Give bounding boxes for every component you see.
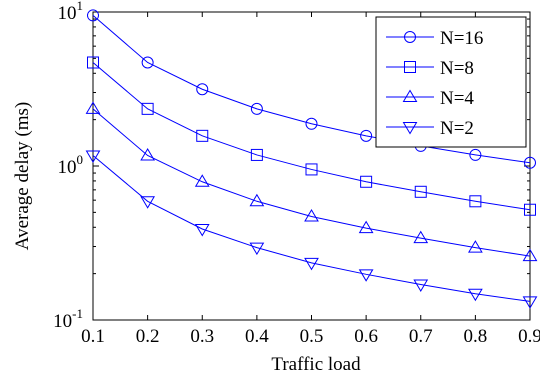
series-n-8 [87, 56, 536, 216]
legend-label: N=8 [440, 58, 474, 79]
plot-area: 0.1 0.2 0.3 0.4 0.5 0.6 0.7 0.8 0.9 10-1 100 101 N=1… [53, 0, 540, 347]
data-point [87, 56, 99, 69]
data-point [141, 102, 154, 115]
x-axis-label: Traffic load [271, 354, 361, 375]
data-point [413, 230, 429, 244]
series-line [92, 15, 531, 164]
legend-box [375, 16, 527, 148]
x-tick-label: 0.6 [354, 326, 378, 347]
series-line [92, 62, 531, 211]
data-point [413, 279, 429, 292]
legend-marker [404, 61, 416, 73]
data-point [87, 9, 99, 22]
data-point [140, 196, 156, 209]
x-tick-label: 0.1 [81, 326, 105, 347]
data-point [360, 129, 373, 142]
series-line [92, 155, 531, 302]
data-point [141, 56, 154, 69]
x-tick-label: 0.5 [300, 326, 324, 347]
data-point [194, 223, 210, 237]
data-point [194, 174, 210, 187]
data-point [85, 101, 101, 114]
x-tick-label: 0.7 [409, 326, 433, 347]
data-point [469, 148, 482, 161]
data-point [196, 83, 209, 96]
data-point [140, 148, 156, 161]
data-point [249, 242, 265, 256]
legend-marker [402, 122, 418, 135]
data-point [250, 102, 263, 115]
legend: N=16 N=8 N=4 N=2 [375, 16, 527, 148]
x-tick-label: 0.2 [136, 326, 160, 347]
data-point [360, 175, 373, 188]
data-point [358, 269, 374, 282]
y-tick-label: 101 [58, 0, 84, 24]
y-tick-label: 10-1 [53, 306, 83, 332]
data-point [85, 150, 101, 163]
data-point [305, 117, 318, 130]
data-point [196, 129, 209, 142]
x-tick-label: 0.3 [190, 326, 214, 347]
data-point [469, 195, 482, 208]
data-point [524, 156, 536, 169]
legend-label: N=4 [440, 88, 474, 109]
data-point [304, 209, 319, 222]
series-n-16 [87, 9, 536, 169]
y-tick-label: 100 [58, 152, 84, 178]
data-point [358, 220, 374, 234]
data-point [249, 193, 265, 207]
data-point [250, 148, 263, 161]
data-point [414, 185, 427, 198]
data-point [467, 240, 483, 253]
data-point [524, 203, 536, 216]
legend-marker [402, 89, 418, 102]
data-point [522, 248, 538, 262]
x-tick-label: 0.8 [464, 326, 488, 347]
y-axis-label: Average delay (ms) [12, 102, 33, 250]
legend-label: N=2 [440, 118, 474, 139]
series-n-2 [85, 150, 538, 309]
legend-marker [404, 31, 416, 43]
series-line [92, 108, 531, 257]
x-tick-label: 0.4 [245, 326, 269, 347]
data-point [522, 296, 538, 309]
data-point [305, 163, 318, 176]
x-tick-label: 0.9 [518, 326, 540, 347]
data-point [467, 288, 483, 302]
data-point [304, 257, 319, 271]
series-n-4 [85, 101, 538, 262]
legend-label: N=16 [440, 28, 483, 49]
